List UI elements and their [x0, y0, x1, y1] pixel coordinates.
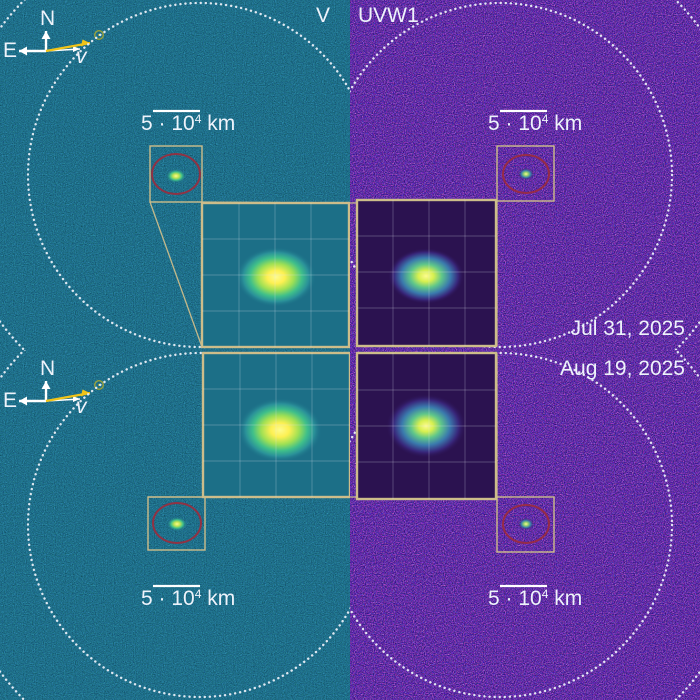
svg-text:v: v [76, 45, 88, 68]
svg-text:N: N [40, 7, 55, 30]
svg-text:E: E [3, 389, 17, 412]
svg-text:5 · 104 km: 5 · 104 km [141, 587, 235, 610]
svg-text:V: V [316, 4, 330, 27]
svg-text:N: N [40, 357, 55, 380]
svg-text:5 · 104 km: 5 · 104 km [141, 112, 235, 135]
svg-text:5 · 104 km: 5 · 104 km [488, 587, 582, 610]
svg-text:Jul 31, 2025: Jul 31, 2025 [571, 317, 685, 340]
svg-text:Aug 19, 2025: Aug 19, 2025 [560, 357, 685, 380]
svg-text:5 · 104 km: 5 · 104 km [488, 112, 582, 135]
svg-text:UVW1: UVW1 [358, 4, 419, 27]
svg-text:E: E [3, 39, 17, 62]
svg-text:v: v [76, 395, 88, 418]
